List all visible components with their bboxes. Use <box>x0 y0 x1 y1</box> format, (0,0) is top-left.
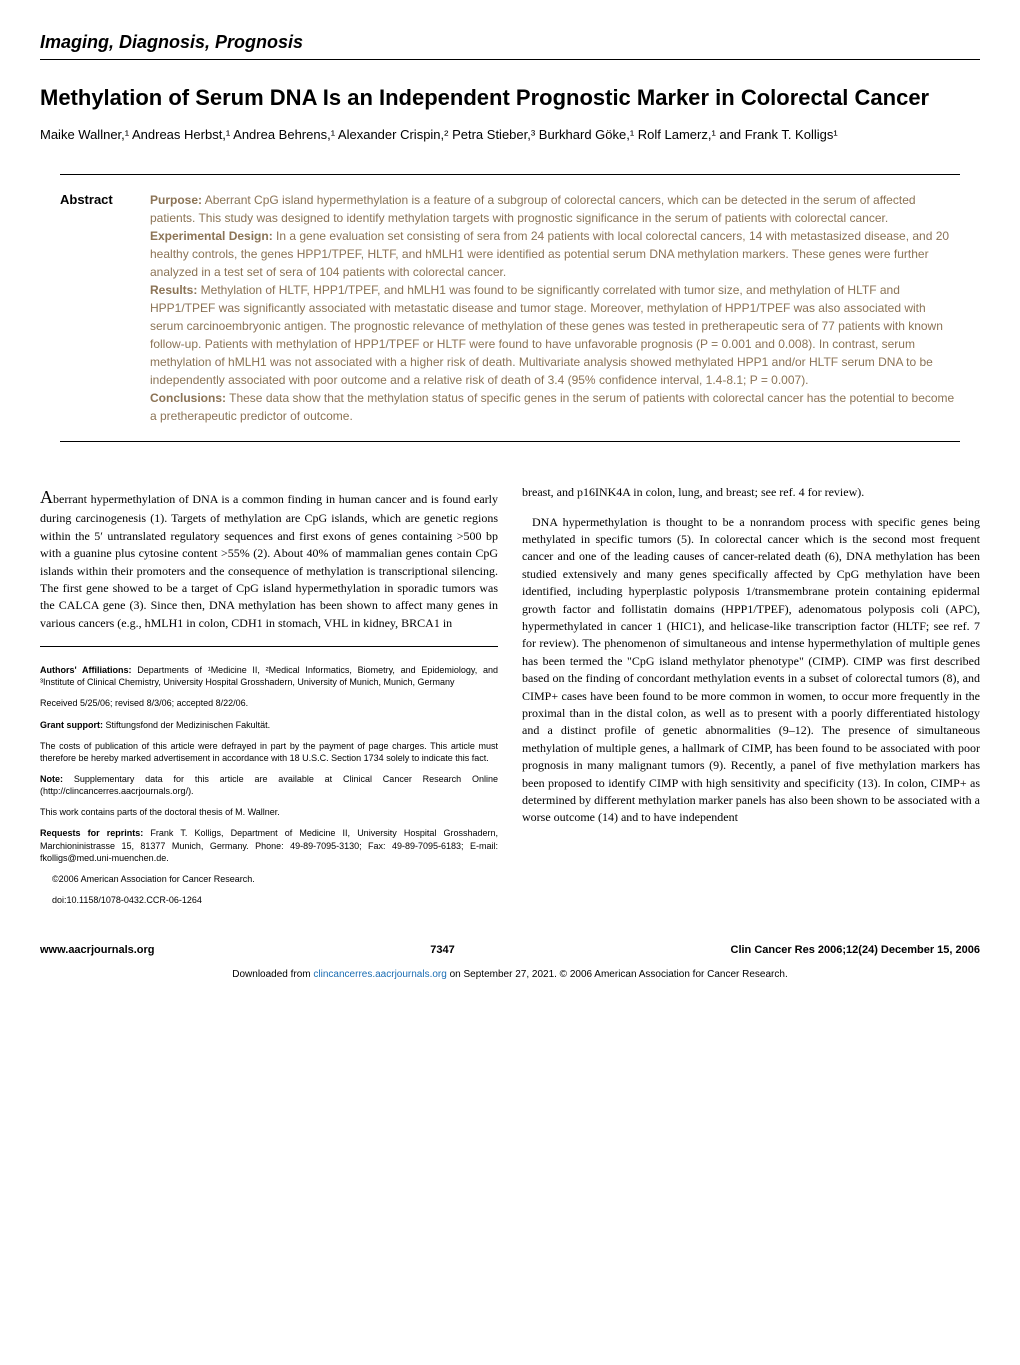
doi: doi:10.1158/1078-0432.CCR-06-1264 <box>40 894 498 906</box>
thesis-note: This work contains parts of the doctoral… <box>40 806 498 818</box>
reprints-heading: Requests for reprints: <box>40 828 143 838</box>
abstract-box: Abstract Purpose: Aberrant CpG island hy… <box>60 174 960 442</box>
article-title: Methylation of Serum DNA Is an Independe… <box>40 84 980 113</box>
costs-text: The costs of publication of this article… <box>40 740 498 764</box>
body-paragraph: breast, and p16INK4A in colon, lung, and… <box>522 484 980 501</box>
abstract-concl: These data show that the methylation sta… <box>150 391 954 423</box>
abstract-purpose: Aberrant CpG island hypermethylation is … <box>150 193 916 225</box>
footer-right: Clin Cancer Res 2006;12(24) December 15,… <box>731 943 980 958</box>
section-header: Imaging, Diagnosis, Prognosis <box>40 30 980 60</box>
note-heading: Note: <box>40 774 63 784</box>
abstract-results: Methylation of HLTF, HPP1/TPEF, and hMLH… <box>150 283 943 387</box>
download-note: Downloaded from clincancerres.aacrjourna… <box>40 968 980 982</box>
abstract-exp-heading: Experimental Design: <box>150 229 273 243</box>
grant-text: Stiftungsfond der Medizinischen Fakultät… <box>103 720 270 730</box>
footnotes: Authors' Affiliations: Departments of ¹M… <box>40 646 498 906</box>
download-prefix: Downloaded from <box>232 969 313 980</box>
body-columns: Aberrant hypermethylation of DNA is a co… <box>40 472 980 915</box>
affiliations-heading: Authors' Affiliations: <box>40 665 132 675</box>
footer-left: www.aacrjournals.org <box>40 943 155 958</box>
abstract-label: Abstract <box>60 191 130 425</box>
received-dates: Received 5/25/06; revised 8/3/06; accept… <box>40 697 498 709</box>
abstract-body: Purpose: Aberrant CpG island hypermethyl… <box>150 191 960 425</box>
right-column: breast, and p16INK4A in colon, lung, and… <box>522 472 980 915</box>
body-paragraph: DNA hypermethylation is thought to be a … <box>522 514 980 827</box>
dropcap: A <box>40 487 53 507</box>
page-number: 7347 <box>430 943 454 958</box>
note-text: Supplementary data for this article are … <box>40 774 498 796</box>
abstract-purpose-heading: Purpose: <box>150 193 202 207</box>
copyright: ©2006 American Association for Cancer Re… <box>40 873 498 885</box>
download-suffix: on September 27, 2021. © 2006 American A… <box>447 969 788 980</box>
abstract-results-heading: Results: <box>150 283 197 297</box>
grant-heading: Grant support: <box>40 720 103 730</box>
body-paragraph: Aberrant hypermethylation of DNA is a co… <box>40 484 498 632</box>
page-footer: www.aacrjournals.org 7347 Clin Cancer Re… <box>40 943 980 958</box>
download-link[interactable]: clincancerres.aacrjournals.org <box>313 969 446 980</box>
abstract-concl-heading: Conclusions: <box>150 391 226 405</box>
author-list: Maike Wallner,¹ Andreas Herbst,¹ Andrea … <box>40 125 980 145</box>
left-column: Aberrant hypermethylation of DNA is a co… <box>40 472 498 915</box>
body-text: berrant hypermethylation of DNA is a com… <box>40 492 498 629</box>
